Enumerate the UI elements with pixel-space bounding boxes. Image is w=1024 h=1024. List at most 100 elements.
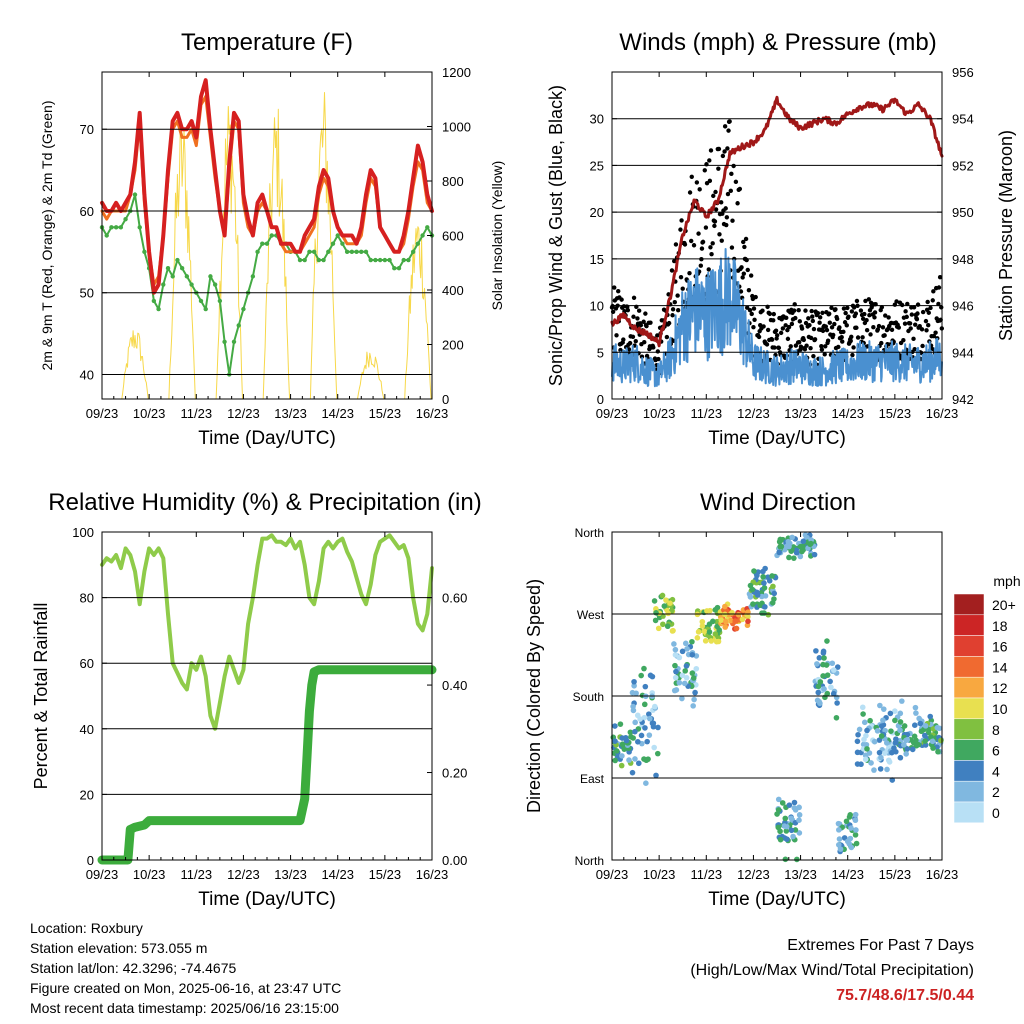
y2-axis-label: Solar Insolation (Yellow) bbox=[489, 161, 505, 311]
gust-point bbox=[868, 332, 873, 337]
gust-point bbox=[920, 343, 925, 349]
gust-point bbox=[748, 273, 754, 278]
direction-point bbox=[699, 623, 706, 629]
gust-point bbox=[926, 310, 931, 315]
gust-point bbox=[707, 178, 713, 184]
gust-point bbox=[778, 330, 784, 336]
legend-swatch bbox=[953, 635, 985, 657]
direction-point bbox=[834, 664, 841, 670]
gust-point bbox=[772, 345, 777, 350]
direction-point bbox=[796, 804, 802, 811]
direction-point bbox=[867, 717, 873, 724]
direction-point bbox=[847, 835, 854, 842]
direction-point bbox=[830, 690, 837, 697]
direction-point bbox=[684, 646, 690, 652]
gust-point bbox=[849, 334, 854, 339]
direction-point bbox=[729, 609, 735, 616]
direction-point bbox=[665, 610, 671, 617]
gust-point bbox=[702, 168, 707, 173]
direction-point bbox=[922, 738, 929, 744]
direction-point bbox=[777, 836, 784, 843]
direction-point bbox=[653, 772, 659, 779]
legend-swatch bbox=[953, 656, 985, 678]
gust-point bbox=[913, 322, 918, 327]
direction-point bbox=[883, 740, 890, 746]
direction-point bbox=[854, 738, 861, 745]
direction-point bbox=[775, 796, 782, 803]
direction-point bbox=[694, 635, 701, 641]
y2-tick-label: 400 bbox=[442, 283, 464, 298]
direction-point bbox=[892, 708, 898, 714]
direction-point bbox=[861, 719, 868, 726]
direction-point bbox=[771, 590, 778, 597]
y-tick-label: 40 bbox=[80, 722, 94, 737]
direction-point bbox=[814, 661, 820, 667]
gust-point bbox=[691, 243, 697, 248]
gust-point bbox=[903, 309, 908, 314]
direction-point bbox=[672, 674, 679, 681]
direction-point bbox=[786, 543, 792, 550]
x-tick-label: 16/23 bbox=[416, 406, 449, 421]
extremes-subtitle: (High/Low/Max Wind/Total Precipitation) bbox=[690, 962, 974, 979]
direction-point bbox=[650, 723, 657, 730]
direction-point bbox=[690, 675, 697, 681]
temperature-chart: 09/23 10/23 11/23 12/23 13/23 14/23 15/23 16/23… bbox=[39, 29, 505, 449]
direction-point bbox=[912, 704, 919, 711]
direction-point bbox=[856, 726, 863, 733]
gust-point bbox=[824, 327, 830, 333]
direction-point bbox=[630, 703, 636, 710]
direction-point bbox=[877, 702, 883, 709]
y2-tick-label: 0.00 bbox=[442, 853, 467, 868]
gust-point bbox=[849, 309, 855, 314]
direction-point bbox=[820, 673, 826, 679]
direction-point bbox=[672, 646, 679, 653]
direction-point bbox=[878, 723, 885, 729]
gust-point bbox=[718, 200, 724, 205]
gust-point bbox=[871, 324, 876, 330]
legend-label: 12 bbox=[992, 680, 1008, 696]
gust-point bbox=[851, 345, 856, 350]
y-tick-label: 50 bbox=[80, 286, 94, 301]
direction-point bbox=[781, 823, 788, 829]
gust-point bbox=[844, 323, 849, 328]
gust-point bbox=[733, 179, 739, 185]
direction-point bbox=[855, 731, 861, 738]
direction-point bbox=[646, 732, 653, 738]
gust-point bbox=[793, 343, 799, 348]
gust-point bbox=[706, 267, 711, 272]
gust-point bbox=[909, 312, 915, 317]
gust-point bbox=[872, 315, 877, 320]
gust-point bbox=[811, 353, 816, 359]
direction-point bbox=[655, 724, 661, 731]
gust-point bbox=[730, 218, 735, 223]
gust-point bbox=[827, 320, 832, 325]
direction-point bbox=[713, 638, 720, 645]
gust-point bbox=[796, 308, 801, 313]
direction-point bbox=[761, 580, 767, 586]
direction-point bbox=[653, 610, 659, 616]
gust-point bbox=[807, 322, 812, 328]
gust-point bbox=[820, 328, 826, 334]
direction-point bbox=[676, 654, 683, 661]
legend-swatch bbox=[953, 801, 985, 824]
gust-point bbox=[829, 325, 835, 330]
gust-point bbox=[925, 299, 930, 305]
direction-point bbox=[638, 672, 644, 679]
gust-point bbox=[719, 238, 724, 243]
direction-point bbox=[874, 728, 881, 734]
direction-point bbox=[652, 617, 659, 624]
gust-point bbox=[791, 308, 797, 313]
gust-point bbox=[726, 128, 731, 133]
y-axis-label: 2m & 9m T (Red, Orange) & 2m Td (Green) bbox=[39, 101, 55, 371]
gust-point bbox=[618, 347, 623, 353]
y-tick-label: 0 bbox=[87, 853, 94, 868]
x-tick-label: 10/23 bbox=[643, 406, 676, 421]
direction-point bbox=[712, 631, 719, 637]
x-tick-label: 15/23 bbox=[369, 406, 402, 421]
gust-point bbox=[731, 163, 736, 169]
direction-point bbox=[745, 618, 751, 625]
gust-point bbox=[809, 308, 814, 314]
direction-point bbox=[747, 582, 754, 589]
gust-point bbox=[823, 344, 828, 349]
gust-point bbox=[675, 308, 681, 313]
